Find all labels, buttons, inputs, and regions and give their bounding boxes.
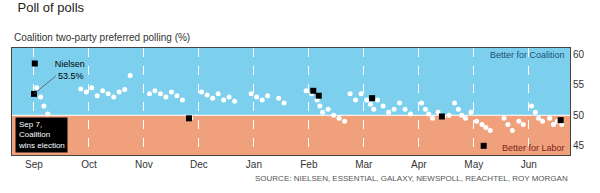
svg-text:Poll of polls: Poll of polls (18, 0, 85, 15)
svg-text:45: 45 (573, 140, 585, 151)
svg-text:Better for Labor: Better for Labor (502, 143, 565, 153)
svg-text:Dec: Dec (190, 159, 208, 170)
svg-text:50: 50 (573, 110, 585, 121)
svg-text:Better for Coalition: Better for Coalition (490, 50, 565, 60)
svg-text:May: May (464, 159, 483, 170)
svg-text:Nov: Nov (135, 159, 153, 170)
svg-text:Oct: Oct (81, 159, 97, 170)
svg-text:Mar: Mar (355, 159, 373, 170)
svg-text:53.5%: 53.5% (58, 71, 84, 81)
svg-text:Jun: Jun (521, 159, 537, 170)
svg-text:Coalition two-party preferred: Coalition two-party preferred polling (%… (14, 32, 190, 43)
svg-text:Nielsen: Nielsen (55, 59, 85, 69)
svg-text:Jan: Jan (246, 159, 262, 170)
svg-text:55: 55 (573, 79, 585, 90)
svg-text:Sep 7,Coalitionwins election: Sep 7,Coalitionwins election (18, 120, 65, 150)
svg-text:60: 60 (573, 49, 585, 60)
svg-text:Sep: Sep (25, 159, 43, 170)
svg-text:Feb: Feb (300, 159, 318, 170)
svg-text:SOURCE: NIELSEN, ESSENTIAL, GA: SOURCE: NIELSEN, ESSENTIAL, GALAXY, NEWS… (255, 174, 568, 183)
svg-text:Apr: Apr (411, 159, 427, 170)
